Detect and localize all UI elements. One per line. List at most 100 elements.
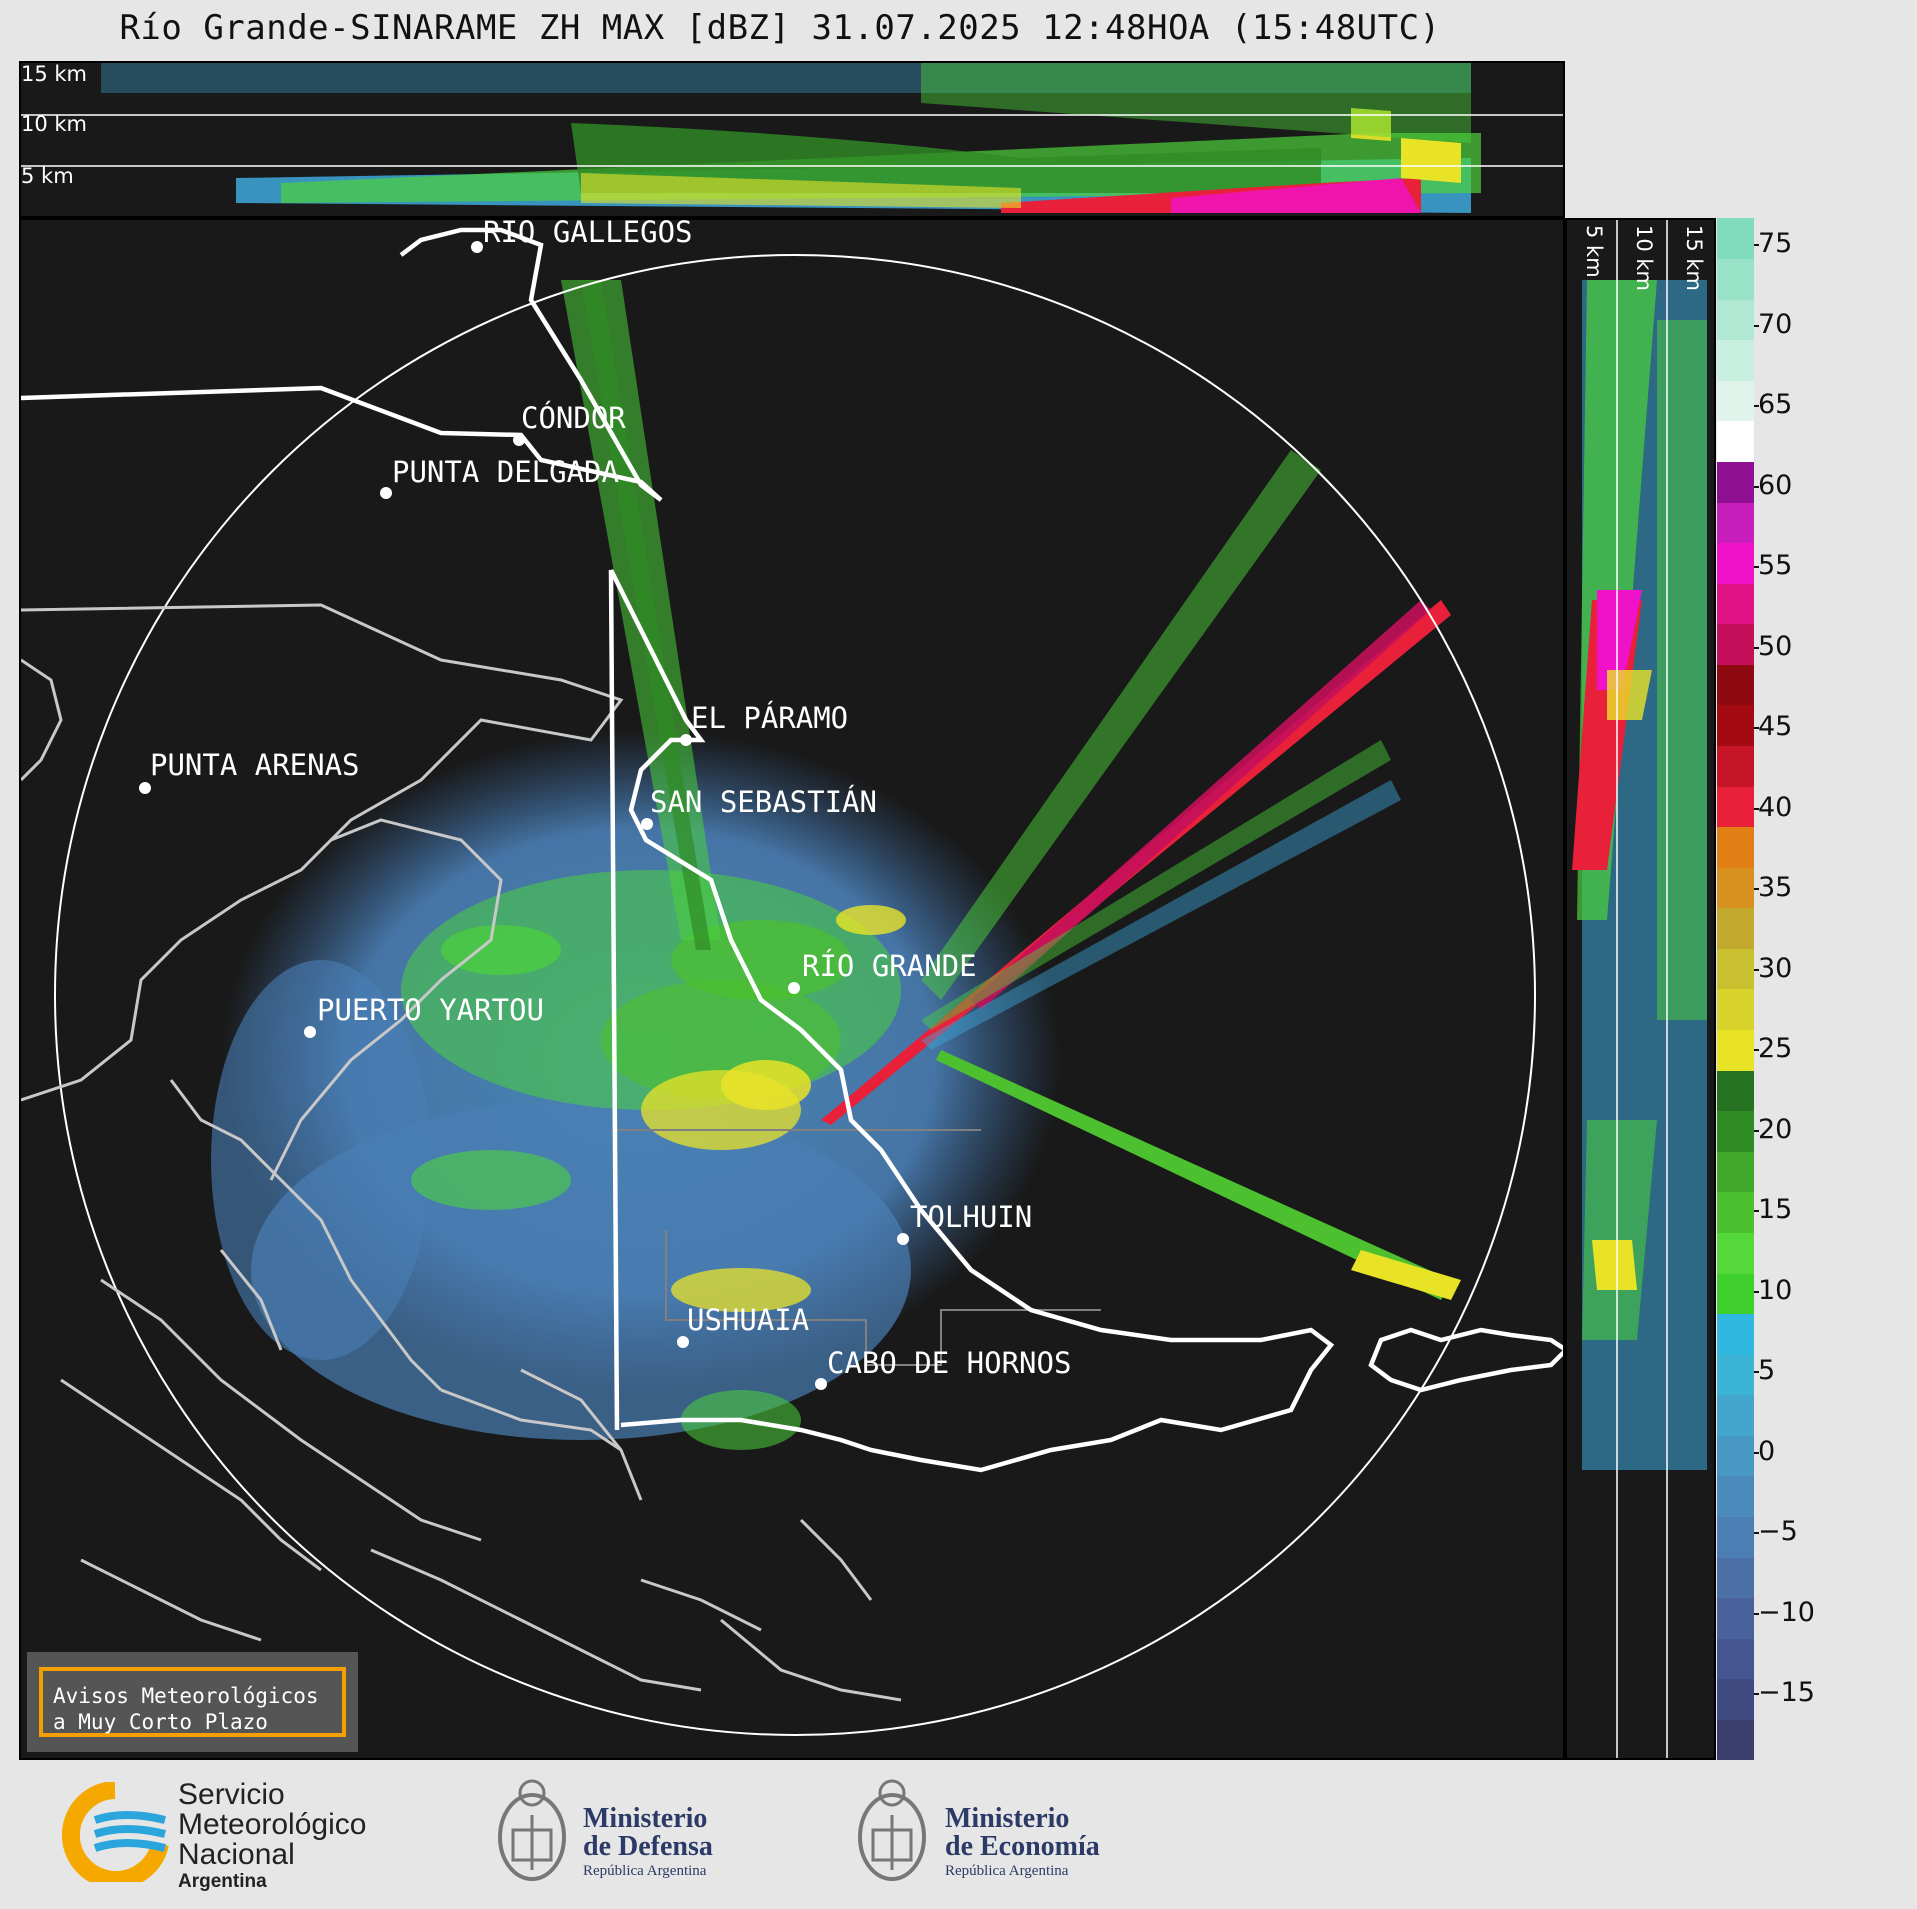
place-label-tolhuin: TOLHUIN [910,1200,1032,1234]
colorbar-segment [1717,745,1754,787]
colorbar-tick-label: 5 [1758,1355,1776,1386]
top-height-label-15km: 15 km [21,63,87,86]
colorbar-segment [1717,826,1754,868]
colorbar-tick-label: −10 [1758,1596,1815,1628]
colorbar-tick-label: 30 [1758,952,1793,984]
colorbar-segment [1717,1678,1754,1720]
place-marker-cabo-de-hornos [815,1378,827,1390]
colorbar-tick-mark [1754,566,1759,568]
colorbar-segment [1717,1151,1754,1193]
place-marker-tolhuin [897,1233,909,1245]
colorbar-segment [1717,1273,1754,1315]
colorbar-tick-mark [1754,807,1759,810]
colorbar-tick-mark [1754,1210,1759,1212]
right-height-label-15km: 15 km [1682,225,1706,291]
reflectivity-field [211,280,1461,1450]
defensa-line-1: Ministerio [583,1803,708,1834]
colorbar-segment [1717,948,1754,990]
colorbar-tick-label: 10 [1758,1274,1793,1306]
colorbar-tick-mark [1754,1451,1759,1454]
colorbar-segment [1717,704,1754,747]
warning-box[interactable]: Avisos Meteorológicos a Muy Corto Plazo [27,1652,358,1752]
colorbar-tick-label: −15 [1758,1677,1815,1708]
colorbar-segment [1717,583,1754,625]
place-label-punta-arenas: PUNTA ARENAS [150,748,360,782]
place-marker-punta-arenas [139,782,151,794]
smn-line-4: Argentina [178,1871,267,1892]
right-height-label-5km: 5 km [1582,225,1606,278]
colorbar-tick-label: 70 [1758,308,1793,340]
colorbar-segment [1717,989,1754,1031]
place-marker-puerto-yartou [304,1026,316,1038]
place-marker-san-sebastian [641,818,653,830]
colorbar-tick-mark [1754,1371,1759,1373]
place-label-punta-delgada: PUNTA DELGADA [392,455,619,489]
place-marker-el-paramo [680,734,692,746]
colorbar-tick-label: 65 [1758,389,1793,420]
colorbar-tick-mark [1754,888,1759,890]
colorbar-tick-label: 35 [1758,872,1793,903]
right-cross-section-panel: 5 km 10 km 15 km [1565,218,1716,1760]
colorbar-segment [1717,1475,1754,1518]
economia-line-2: de Economía [945,1831,1100,1862]
colorbar [1717,218,1754,1761]
top-height-label-10km: 10 km [21,112,87,136]
defensa-logo-text: Ministerio de Defensa República Argentin… [583,1805,713,1881]
colorbar-segment [1717,542,1754,584]
colorbar-segment [1717,218,1754,260]
colorbar-tick-label: 45 [1758,711,1793,742]
colorbar-tick-mark [1754,1612,1759,1615]
colorbar-tick-mark [1754,1693,1759,1695]
place-marker-condor [513,434,525,446]
top-echo-layer [101,63,1481,213]
colorbar-tick-label: 50 [1758,630,1793,662]
place-label-san-sebastian: SAN SEBASTIÁN [650,785,877,819]
colorbar-tick-label: 75 [1758,228,1793,259]
colorbar-segment [1717,1597,1754,1639]
right-height-label-10km: 10 km [1632,225,1656,291]
map-title: Río Grande-SINARAME ZH MAX [dBZ] 31.07.2… [119,8,1441,48]
economia-line-3: República Argentina [945,1863,1069,1879]
smn-logo-icon [61,1782,169,1882]
colorbar-segment [1717,867,1754,909]
colorbar-tick-label: 55 [1758,550,1793,581]
colorbar-tick-mark [1754,968,1759,971]
colorbar-tick-label: 40 [1758,791,1793,823]
colorbar-tick-mark [1754,485,1759,488]
colorbar-segment [1717,907,1754,949]
top-height-label-5km: 5 km [21,164,74,188]
colorbar-segment [1717,1029,1754,1071]
smn-line-1: Servicio [178,1778,285,1811]
economia-line-1: Ministerio [945,1803,1070,1834]
colorbar-segment [1717,1354,1754,1396]
smn-line-2: Meteorológico [178,1808,367,1841]
right-echo-layer [1572,280,1707,1470]
warning-line-1: Avisos Meteorológicos [53,1684,319,1708]
place-label-ushuaia: USHUAIA [687,1303,809,1337]
colorbar-segment [1717,1719,1754,1761]
colorbar-tick-label: 0 [1758,1435,1776,1467]
colorbar-segment [1717,1557,1754,1599]
colorbar-tick-mark [1754,1049,1759,1051]
smn-logo-text: Servicio Meteorológico Nacional Argentin… [178,1780,366,1894]
place-label-cabo-de-hornos: CABO DE HORNOS [827,1346,1071,1380]
colorbar-segment [1717,1435,1754,1477]
colorbar-tick-label: −5 [1758,1516,1798,1547]
place-marker-punta-delgada [380,487,392,499]
borders [21,227,1563,1473]
economia-seal-icon [858,1779,926,1881]
colorbar-tick-mark [1754,1290,1759,1293]
colorbar-segment [1717,1638,1754,1680]
colorbar-tick-mark [1754,727,1759,729]
place-label-puerto-yartou: PUERTO YARTOU [317,993,544,1027]
place-markers: RÍO GALLEGOS CÓNDOR PUNTA DELGADA EL PÁR… [139,220,1071,1390]
colorbar-tick-mark [1754,244,1759,246]
place-label-el-paramo: EL PÁRAMO [691,701,848,735]
colorbar-segment [1717,420,1754,462]
warning-line-2: a Muy Corto Plazo [53,1710,268,1734]
colorbar-segment [1717,339,1754,381]
colorbar-tick-label: 15 [1758,1194,1793,1225]
colorbar-tick-mark [1754,405,1759,407]
place-marker-rio-gallegos [471,241,483,253]
place-marker-ushuaia [677,1336,689,1348]
